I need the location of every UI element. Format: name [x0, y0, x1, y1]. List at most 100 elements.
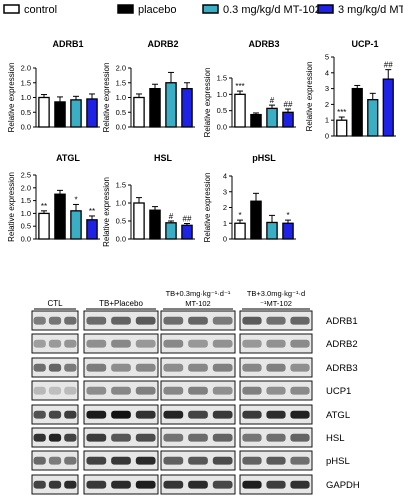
blot-row-gapdh: GAPDH: [31, 474, 360, 495]
blot-band: [188, 433, 208, 442]
protein-label: ADRB2: [326, 339, 358, 350]
bar: [133, 202, 145, 240]
blot-band: [33, 480, 46, 489]
chart-title: pHSL: [252, 153, 276, 163]
blot-band: [212, 456, 233, 465]
bar: [181, 88, 193, 128]
blot-band: [64, 316, 77, 325]
blot-band: [135, 410, 156, 419]
chart-ucp-1: UCP-1 0 1 2 3 4 5 Relative expression *** ##: [305, 39, 396, 141]
blot-band: [135, 456, 156, 465]
bar: [165, 222, 177, 240]
blot-band: [163, 433, 184, 442]
legend-swatch: [202, 4, 219, 14]
y-tick-label: 1.5: [217, 74, 227, 83]
y-tick-label: 0: [325, 132, 329, 141]
y-tick-label: 1: [223, 219, 227, 228]
bar: [181, 224, 193, 240]
protein-label: HSL: [326, 433, 344, 444]
blot-band: [135, 316, 156, 325]
significance-label: *: [238, 211, 241, 220]
blot-band: [33, 456, 46, 465]
blot-band: [86, 480, 107, 489]
y-axis-label: Relative expression: [7, 63, 16, 133]
legend-swatch: [3, 4, 20, 14]
blot-row-adrb2: ADRB2: [31, 333, 358, 354]
blot-band: [290, 456, 310, 465]
blot-band: [266, 363, 286, 372]
legend-label: control: [24, 4, 57, 16]
bar: [54, 193, 66, 240]
bar: [282, 222, 294, 240]
blot-band: [48, 363, 62, 372]
blot-band: [33, 433, 46, 442]
legend-label: placebo: [138, 4, 177, 16]
y-tick-label: 2: [223, 203, 227, 212]
y-tick-label: 1.0: [116, 199, 126, 208]
blot-band: [86, 386, 107, 395]
bar: [351, 87, 363, 137]
blot-band: [188, 363, 208, 372]
blot-band: [86, 363, 107, 372]
y-tick-label: 1.5: [21, 78, 31, 87]
significance-label: *: [286, 211, 289, 220]
chart-title: HSL: [154, 153, 173, 163]
significance-label: ##: [384, 61, 393, 70]
blot-band: [163, 339, 184, 348]
blot-row-hsl: HSL: [31, 427, 344, 448]
blot-band: [163, 456, 184, 465]
legend-item: 0.3 mg/kg/d MT-102: [202, 4, 321, 16]
western-blot: CTL TB+Placebo TB+0.3mg·kg⁻¹·d⁻¹MT-102 TB+3…: [31, 289, 360, 495]
bar: [382, 78, 394, 137]
blot-row-adrb3: ADRB3: [31, 357, 358, 378]
y-tick-label: 2.0: [116, 64, 126, 73]
y-tick-label: 0.5: [217, 106, 227, 115]
bar: [70, 99, 82, 128]
blot-band: [86, 456, 107, 465]
blot-row-adrb1: ADRB1: [31, 310, 358, 331]
blot-band: [135, 433, 156, 442]
y-tick-label: 1.0: [217, 90, 227, 99]
protein-label: pHSL: [326, 456, 350, 467]
y-tick-label: 1.5: [116, 78, 126, 87]
blot-band: [64, 480, 77, 489]
blot-band: [290, 386, 310, 395]
blot-band: [188, 386, 208, 395]
blot-band: [242, 363, 262, 372]
y-tick-label: 2: [325, 100, 329, 109]
blot-band: [86, 410, 107, 419]
blot-panel: [31, 380, 79, 401]
blot-row-ucp1: UCP1: [31, 380, 351, 401]
bar: [86, 98, 98, 128]
legend-swatch: [117, 4, 134, 14]
protein-label: GAPDH: [326, 480, 360, 491]
chart-title: UCP-1: [351, 39, 378, 49]
blot-band: [290, 316, 310, 325]
blot-band: [290, 433, 310, 442]
y-tick-label: 2.5: [21, 171, 31, 180]
blot-band: [64, 433, 77, 442]
blot-panel: [239, 357, 313, 378]
chart-adrb1: ADRB1 0.0 0.5 1.0 1.5 2.0 Relative expression: [7, 39, 100, 132]
y-tick-label: 5: [325, 53, 329, 62]
blot-band: [290, 410, 310, 419]
y-tick-label: 0.0: [21, 235, 31, 244]
y-axis-label: Relative expression: [7, 172, 16, 242]
blot-band: [48, 433, 62, 442]
protein-label: UCP1: [326, 386, 351, 397]
y-tick-label: 1.5: [21, 196, 31, 205]
y-axis-label: Relative expression: [305, 62, 314, 132]
blot-band: [111, 456, 131, 465]
y-tick-label: 3: [223, 187, 227, 196]
legend: control placebo 0.3 mg/kg/d MT-102 3 mg/kg/…: [3, 4, 403, 16]
bar: [336, 119, 348, 137]
protein-label: ADRB3: [326, 363, 358, 374]
blot-band: [33, 339, 46, 348]
blot-panel: [31, 333, 79, 354]
blot-group-label: CTL: [34, 299, 76, 310]
blot-band: [163, 480, 184, 489]
blot-panel: [239, 333, 313, 354]
